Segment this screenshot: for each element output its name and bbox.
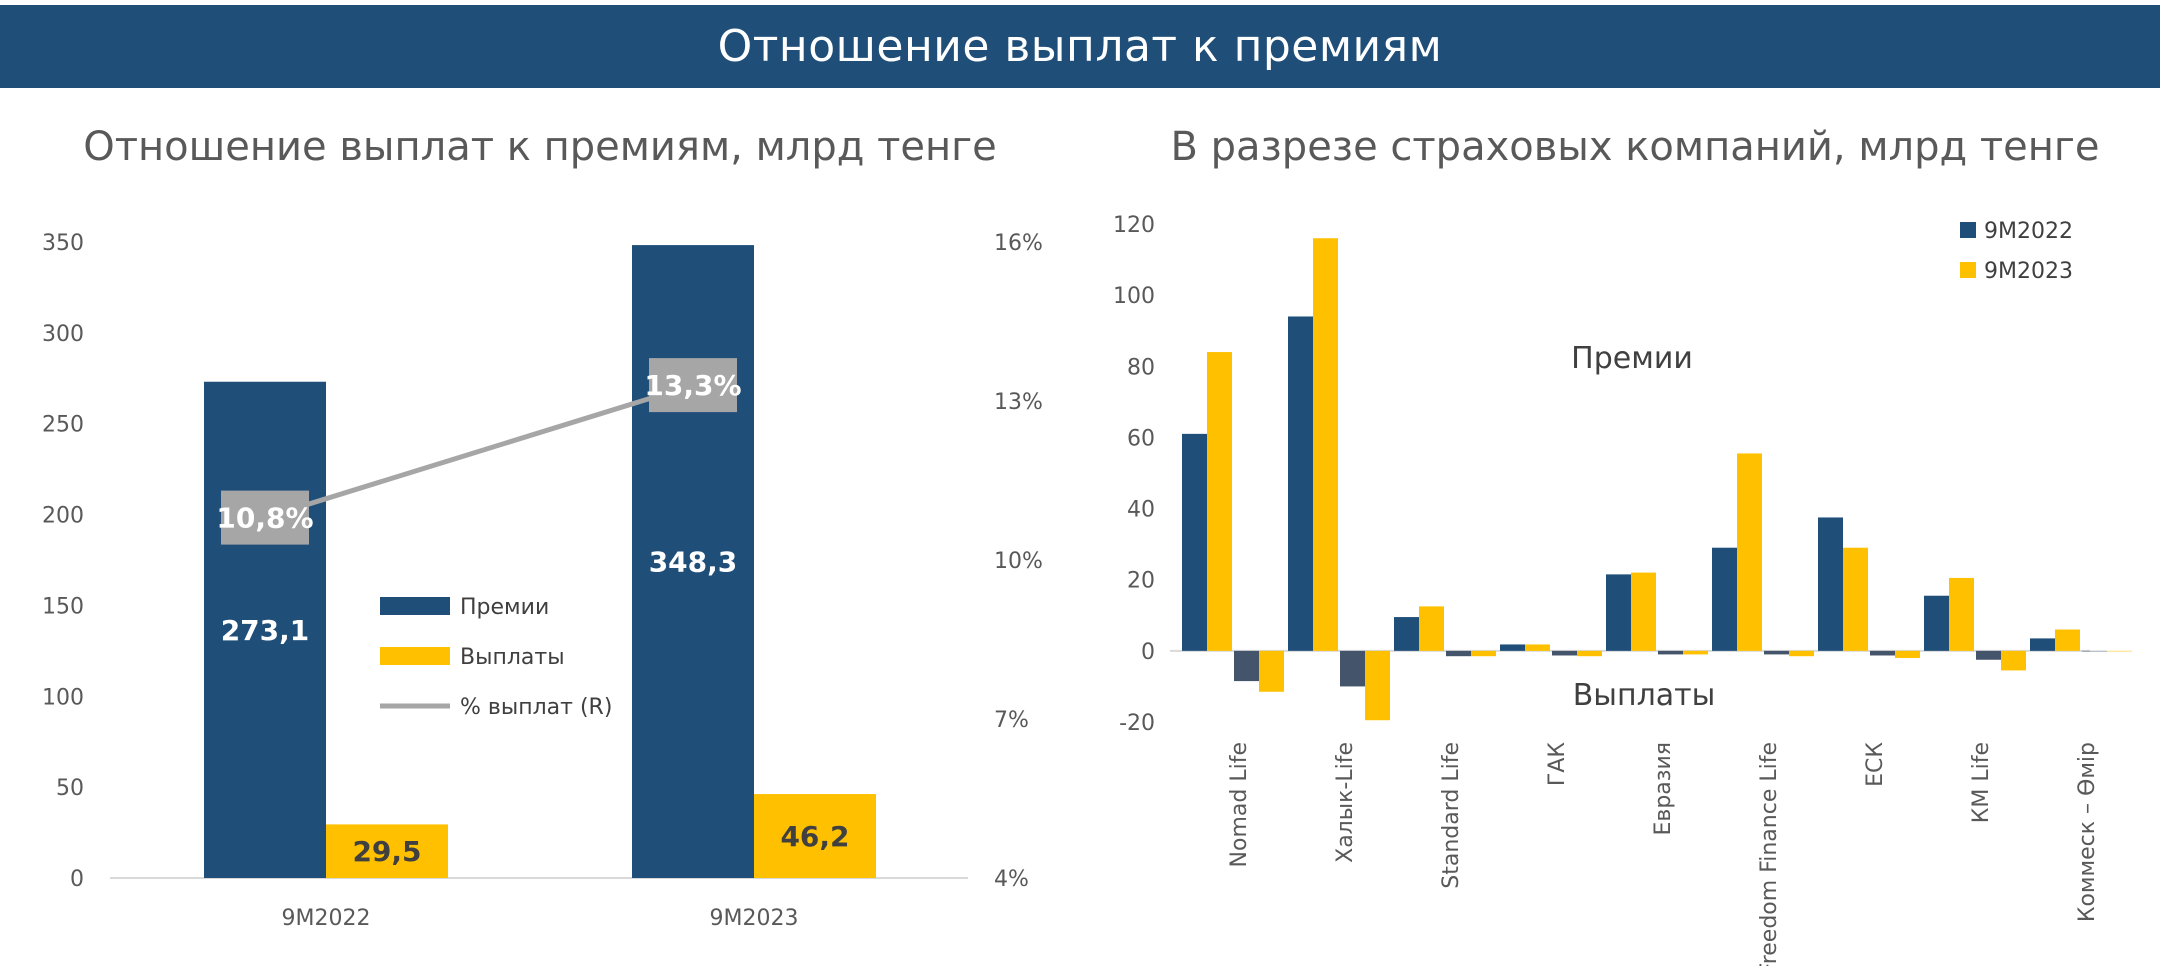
ratio-value-label: 13,3% xyxy=(644,369,741,402)
premiums-2022-bar xyxy=(2030,638,2055,651)
payouts-2022-bar xyxy=(1446,650,1471,657)
x-category-label: 9М2023 xyxy=(710,906,799,931)
right-chart-y-tick: 80 xyxy=(1127,355,1155,380)
payouts-2023-bar xyxy=(1259,650,1284,692)
company-label: Коммеск – Өмір xyxy=(2075,742,2100,922)
payouts-2022-bar xyxy=(1340,650,1365,687)
right-chart-y-tick: 20 xyxy=(1127,569,1155,594)
premiums-bar xyxy=(204,381,326,878)
payouts-2023-bar xyxy=(1789,650,1814,657)
payouts-2023-bar xyxy=(1577,650,1602,657)
payouts-bar xyxy=(754,794,876,878)
company-label: ЕСК xyxy=(1863,742,1888,787)
left-y-tick: 100 xyxy=(42,685,84,710)
premiums-2023-bar xyxy=(2055,629,2080,651)
right-chart-y-tick: 100 xyxy=(1113,284,1155,309)
premiums-2022-bar xyxy=(1924,595,1949,651)
legend-ratio-label: % выплат (R) xyxy=(460,695,612,720)
right-y-tick: 16% xyxy=(994,231,1043,256)
premiums-2022-bar xyxy=(1182,433,1207,651)
payouts-2023-bar xyxy=(1471,650,1496,657)
header-banner: Отношение выплат к премиям xyxy=(0,5,2160,88)
company-label: Халык-Life xyxy=(1333,742,1358,863)
payouts-2023-bar xyxy=(2107,650,2132,652)
legend-payouts-swatch xyxy=(380,647,450,665)
payouts-2023-bar xyxy=(2001,650,2026,671)
ratio-value-label: 10,8% xyxy=(216,502,313,535)
company-label: Nomad Life xyxy=(1227,742,1252,867)
right-chart-y-tick: 120 xyxy=(1113,213,1155,238)
company-label: ГАК xyxy=(1545,742,1570,786)
legend-premiums-label: Премии xyxy=(460,595,549,620)
premiums-2023-bar xyxy=(1419,606,1444,651)
premiums-2022-bar xyxy=(1288,316,1313,651)
left-y-tick: 200 xyxy=(42,504,84,529)
payouts-2023-bar xyxy=(1895,650,1920,658)
legend-premiums-swatch xyxy=(380,597,450,615)
x-category-label: 9М2022 xyxy=(282,906,371,931)
premiums-value-label: 348,3 xyxy=(649,546,738,579)
payouts-value-label: 29,5 xyxy=(352,835,421,868)
right-chart-y-tick: 0 xyxy=(1141,640,1155,665)
company-label: Standard Life xyxy=(1439,742,1464,889)
payouts-2023-bar xyxy=(1365,650,1390,721)
right-y-tick: 4% xyxy=(994,867,1029,892)
premiums-2022-bar xyxy=(1394,617,1419,651)
left-y-tick: 300 xyxy=(42,322,84,347)
left-y-tick: 250 xyxy=(42,413,84,438)
page-title: Отношение выплат к премиям xyxy=(717,21,1443,72)
right-chart-y-tick: 60 xyxy=(1127,426,1155,451)
premiums-2023-bar xyxy=(1631,572,1656,651)
payouts-2022-bar xyxy=(1764,650,1789,655)
right-y-tick: 13% xyxy=(994,390,1043,415)
premiums-2023-bar xyxy=(1525,644,1550,651)
premiums-value-label: 273,1 xyxy=(221,614,310,647)
payouts-2022-bar xyxy=(1552,650,1577,656)
left-y-tick: 350 xyxy=(42,231,84,256)
premiums-2022-bar xyxy=(1712,547,1737,651)
payouts-2022-bar xyxy=(1976,650,2001,660)
payouts-2022-bar xyxy=(1870,650,1895,656)
premiums-bar xyxy=(632,245,754,879)
ratio-label-box xyxy=(649,358,737,413)
payouts-2022-bar xyxy=(1234,650,1259,682)
right-chart-y-tick: -20 xyxy=(1119,711,1155,736)
premiums-annotation: Премии xyxy=(1571,341,1693,376)
left-chart-title: Отношение выплат к премиям, млрд тенге xyxy=(83,124,997,170)
ratio-label-box xyxy=(221,490,309,545)
right-chart-y-tick: 40 xyxy=(1127,498,1155,523)
left-y-tick: 50 xyxy=(56,776,84,801)
premiums-2022-bar xyxy=(1606,574,1631,651)
right-y-tick: 10% xyxy=(994,549,1043,574)
premiums-2022-bar xyxy=(1500,644,1525,651)
legend-2023-label: 9М2023 xyxy=(1984,259,2073,284)
payouts-value-label: 46,2 xyxy=(780,820,849,853)
payouts-annotation: Выплаты xyxy=(1573,678,1716,713)
premiums-2023-bar xyxy=(1843,547,1868,651)
payouts-bar xyxy=(326,824,448,878)
company-label: Евразия xyxy=(1651,742,1676,836)
premiums-2023-bar xyxy=(1313,238,1338,651)
premiums-2023-bar xyxy=(1737,453,1762,651)
payouts-2023-bar xyxy=(1683,650,1708,655)
company-label: Freedom Finance Life xyxy=(1757,742,1782,966)
ratio-chart: 0 50 100 150 200 250 300 350 4% 7% 10% 13% 16% 273,1 2… xyxy=(42,231,1043,931)
left-y-tick: 150 xyxy=(42,594,84,619)
premiums-2022-bar xyxy=(1818,517,1843,651)
ratio-line xyxy=(264,382,694,520)
legend-payouts-label: Выплаты xyxy=(460,645,565,670)
left-y-tick: 0 xyxy=(70,867,84,892)
payouts-2022-bar xyxy=(2082,650,2107,652)
legend-2022-label: 9М2022 xyxy=(1984,219,2073,244)
legend-2022-swatch xyxy=(1960,222,1976,238)
payouts-2022-bar xyxy=(1658,650,1683,655)
right-chart-title: В разрезе страховых компаний, млрд тенге xyxy=(1170,124,2100,170)
legend-2023-swatch xyxy=(1960,262,1976,278)
right-y-tick: 7% xyxy=(994,708,1029,733)
premiums-2023-bar xyxy=(1207,352,1232,651)
premiums-2023-bar xyxy=(1949,577,1974,651)
company-label: КМ Life xyxy=(1969,742,1994,823)
